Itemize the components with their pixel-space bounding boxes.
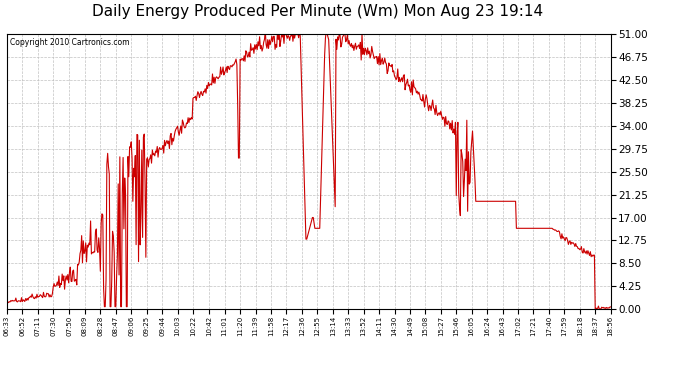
Text: Daily Energy Produced Per Minute (Wm) Mon Aug 23 19:14: Daily Energy Produced Per Minute (Wm) Mo… xyxy=(92,4,543,19)
Text: Copyright 2010 Cartronics.com: Copyright 2010 Cartronics.com xyxy=(10,38,130,47)
